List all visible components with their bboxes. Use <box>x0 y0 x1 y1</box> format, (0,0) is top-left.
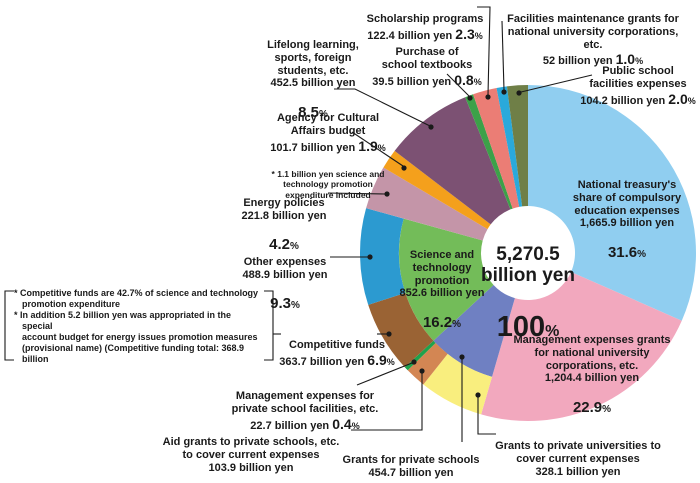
pie-slice-public-school-facilities <box>506 84 528 207</box>
leader-dot-scholarship <box>485 94 491 100</box>
pie-slice-private-universities <box>423 353 493 415</box>
total-unit: billion yen <box>481 265 575 287</box>
leader-dot-private-univ <box>475 392 481 398</box>
label-public-school-facilities: Public school facilities expenses 104.2 … <box>580 64 696 107</box>
label-text: National treasury's share of compulsory … <box>572 178 682 217</box>
label-text: Agency for Cultural Affairs budget <box>276 111 380 137</box>
label-lifelong-learning: Lifelong learning, sports, foreign stude… <box>267 38 359 122</box>
leader-line-lifelong <box>334 88 431 127</box>
label-facilities-maintenance: Facilities maintenance grants for nation… <box>507 12 679 68</box>
label-competitive-funds: Competitive funds 363.7 billion yen 6.9% <box>279 338 395 368</box>
leader-dot-public-school <box>516 90 522 96</box>
label-national-treasury: National treasury's share of compulsory … <box>572 178 682 262</box>
label-text: Grants to private universities to cover … <box>495 439 661 465</box>
label-text: Aid grants to private schools, etc. to c… <box>162 435 340 461</box>
pie-slice-aid-grants <box>407 343 448 385</box>
footnote-line-1: * Competitive funds are 42.7% of science… <box>14 288 259 309</box>
cultural-affairs-footnote: * 1.1 billion yen science and technology… <box>271 169 385 200</box>
label-text: Management expenses for private school f… <box>231 389 379 415</box>
leader-dot-energy <box>384 191 390 197</box>
label-text: Lifelong learning, sports, foreign stude… <box>267 38 359 77</box>
label-text: Energy policies <box>243 196 325 209</box>
leader-line-private-univ <box>477 397 496 435</box>
pie-slice-other-expenses <box>359 208 406 305</box>
label-other-expenses: Other expenses 488.9 billion yen 9.3% <box>242 255 328 313</box>
label-text: Management expenses grants for national … <box>513 333 671 372</box>
label-energy-policies: Energy policies 221.8 billion yen 4.2% <box>241 196 327 254</box>
leader-line-cultural <box>351 131 404 167</box>
leader-dot-private-schools <box>459 354 465 360</box>
leader-dot-facilities-maintenance <box>501 89 507 95</box>
label-text: Facilities maintenance grants for nation… <box>507 12 679 51</box>
leader-dot-other <box>367 254 373 260</box>
label-private-universities: Grants to private universities to cover … <box>495 439 661 478</box>
leader-dot-competitive <box>386 331 392 337</box>
leader-dot-cultural <box>401 165 407 171</box>
pie-slice-facilities-maintenance <box>496 86 523 207</box>
leader-line-public-school <box>520 74 593 93</box>
label-text: Purchase of school textbooks <box>381 45 473 71</box>
pie-slice-cultural-affairs <box>383 150 491 230</box>
label-cultural-affairs: Agency for Cultural Affairs budget 101.7… <box>248 99 408 213</box>
pie-slice-scholarship-programs <box>473 87 520 209</box>
leader-dot-textbooks <box>467 95 473 101</box>
pie-slice-energy-policies <box>366 167 488 241</box>
leader-line-textbooks <box>446 73 470 97</box>
footnote-line-2: * In addition 5.2 billion yen was approp… <box>14 309 258 364</box>
leader-dot-aid-grants <box>419 368 425 374</box>
label-science-tech: Science and technology promotion 852.6 b… <box>399 248 485 332</box>
label-aid-grants: Aid grants to private schools, etc. to c… <box>162 435 340 474</box>
pie-slice-school-textbooks <box>465 94 513 210</box>
pie-slice-private-schools <box>433 284 515 377</box>
pie-slice-science-tech <box>399 218 494 341</box>
pie-slice-mgmt-national-univ <box>481 271 682 422</box>
label-text: Competitive funds <box>289 338 385 351</box>
label-text: Other expenses <box>243 255 327 268</box>
footnote-box: * Competitive funds are 42.7% of science… <box>14 288 262 365</box>
leader-line-mgmt-facilities <box>356 362 413 386</box>
label-scholarship-programs: Scholarship programs 122.4 billion yen 2… <box>366 12 484 42</box>
leader-line-facilities-maintenance <box>501 20 505 91</box>
label-text: Scholarship programs <box>366 12 484 25</box>
leader-line-energy <box>327 192 387 195</box>
label-text: Science and technology promotion <box>409 248 475 287</box>
leader-dot-lifelong <box>428 124 434 130</box>
label-text: Grants for private schools <box>342 453 480 466</box>
bracket-bracket-left <box>4 290 14 361</box>
label-mgmt-national-univ: Management expenses grants for national … <box>513 333 671 417</box>
bracket-bracket-right <box>264 290 274 361</box>
leader-line-scholarship <box>477 6 491 96</box>
pie-slice-national-treasury <box>528 84 697 321</box>
label-mgmt-private-facilities: Management expenses for private school f… <box>231 389 379 432</box>
pie-slice-lifelong-learning <box>394 97 511 225</box>
pie-slice-competitive-funds <box>368 292 434 368</box>
leader-dot-mgmt-facilities <box>411 359 417 365</box>
label-school-textbooks: Purchase of school textbooks 39.5 billio… <box>372 45 482 88</box>
label-private-schools: Grants for private schools 454.7 billion… <box>342 453 480 479</box>
label-text: Public school facilities expenses <box>589 64 687 90</box>
chart-total: 5,270.5 billion yen 100% <box>463 222 593 365</box>
leader-line-aid-grants <box>351 373 423 431</box>
total-value: 5,270.5 <box>496 243 560 265</box>
